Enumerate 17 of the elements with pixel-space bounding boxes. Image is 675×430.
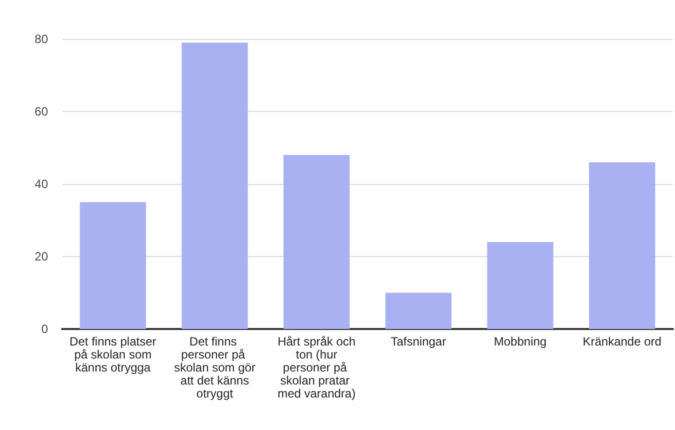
bar <box>588 162 656 329</box>
y-tick-label: 60 <box>34 104 48 118</box>
bar <box>283 155 350 329</box>
y-tick-label: 80 <box>34 32 48 46</box>
x-tick-label: Det finns personer på skolan som gör att det känns otryggt <box>174 334 256 400</box>
x-tick-label: Kränkande ord <box>582 334 662 348</box>
bar <box>487 242 554 329</box>
y-tick-label: 20 <box>34 250 48 264</box>
x-tick-label: Hårt språk och ton (hur personer på skolan pratar med varandra) <box>278 334 356 400</box>
y-tick-label: 0 <box>41 322 48 336</box>
bar <box>385 292 452 329</box>
x-tick-label: Mobbning <box>494 334 547 348</box>
x-tick-label: Det finns platser på skolan som känns otrygga <box>70 334 156 374</box>
bar <box>182 42 248 329</box>
x-tick-label: Tafsningar <box>390 334 446 348</box>
y-tick-label: 40 <box>34 177 48 191</box>
bar <box>80 202 146 329</box>
